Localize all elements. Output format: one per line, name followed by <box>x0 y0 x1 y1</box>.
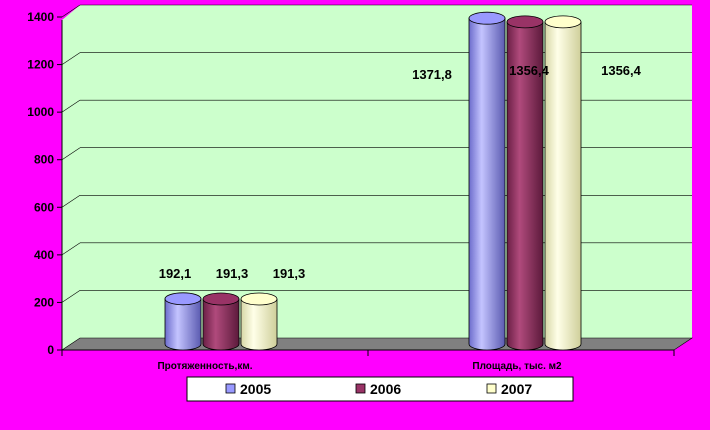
bars <box>164 11 582 351</box>
category-labels: Протяженность,км. Площадь, тыс. м2 <box>61 350 675 372</box>
gridline-side <box>61 147 81 160</box>
bar-2006-0 <box>202 292 240 351</box>
bar-2005-0 <box>164 292 202 351</box>
gridline-side <box>61 290 81 303</box>
bar-2007-1 <box>544 15 582 351</box>
gridlines <box>61 4 692 303</box>
legend-swatch-2005 <box>225 383 236 394</box>
gridline-side <box>61 4 81 18</box>
data-label-2006-1: 1356,4 <box>509 63 550 78</box>
legend-items: 2005 2006 2007 <box>225 381 532 397</box>
bar-2007-0 <box>240 292 278 351</box>
y-tick-label: 800 <box>34 153 54 167</box>
legend-label-2006: 2006 <box>370 381 401 397</box>
y-tick-label: 200 <box>34 295 54 309</box>
y-tick-label: 1400 <box>27 10 54 24</box>
bar-2005-1 <box>468 11 506 351</box>
data-label-2005-0: 192,1 <box>159 266 192 281</box>
data-labels: 192,1 191,3 191,3 1371,8 1356,4 1356,4 <box>159 63 642 281</box>
gridline-side <box>61 52 81 65</box>
y-axis-ticks: 0 200 400 600 800 1000 1200 1400 <box>27 10 62 357</box>
plot-back-wall <box>80 5 692 338</box>
legend-swatch-2006 <box>355 383 366 394</box>
plot-side-wall <box>62 5 80 350</box>
plot-floor <box>61 337 693 351</box>
y-tick-label: 0 <box>47 343 54 357</box>
y-tick-label: 1000 <box>27 105 54 119</box>
y-tick-label: 600 <box>34 200 54 214</box>
gridline-side <box>61 195 81 208</box>
legend-label-2007: 2007 <box>501 381 532 397</box>
legend-label-2005: 2005 <box>240 381 271 397</box>
legend-swatch-2007 <box>486 383 497 394</box>
y-tick-label: 400 <box>34 248 54 262</box>
data-label-2007-0: 191,3 <box>273 266 306 281</box>
data-label-2005-1: 1371,8 <box>412 67 452 82</box>
data-label-2006-0: 191,3 <box>216 266 249 281</box>
legend <box>186 376 574 402</box>
category-label: Площадь, тыс. м2 <box>472 361 562 372</box>
y-tick-label: 1200 <box>27 58 54 72</box>
category-label: Протяженность,км. <box>157 361 252 372</box>
gridline-side <box>61 242 81 256</box>
data-label-2007-1: 1356,4 <box>601 63 642 78</box>
gridline-side <box>61 99 81 113</box>
bar-2006-1 <box>506 15 544 351</box>
